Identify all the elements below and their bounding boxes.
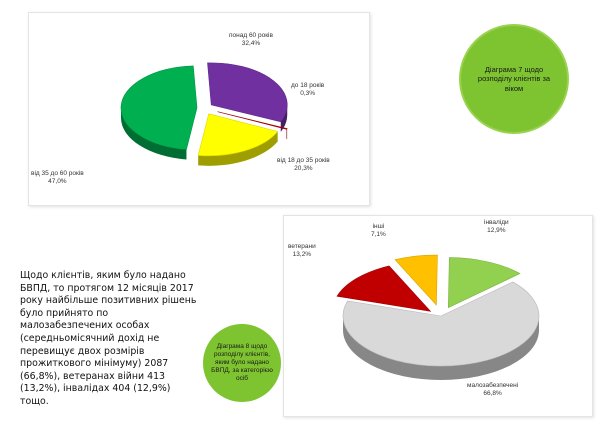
slice-label-18-35: від 18 до 35 років 20,3% bbox=[277, 157, 330, 173]
category-distribution-chart: інваліди 12,9% малозабезпечені 66,8% вет… bbox=[283, 215, 593, 417]
chart7-caption-bubble: Діаграма 7 щодо розподілу клієнтів за ві… bbox=[459, 24, 569, 134]
slice-label-under-18: до 18 років 0,3% bbox=[291, 82, 324, 98]
chart8-caption-text: Діаграма 8 щодо розподілу клієнтів, яким… bbox=[203, 343, 281, 383]
slice-label-others: інші 7,1% bbox=[371, 223, 386, 239]
chart8-caption-bubble: Діаграма 8 щодо розподілу клієнтів, яким… bbox=[203, 324, 281, 402]
slice-label-veterans: ветерани 13,2% bbox=[288, 243, 316, 259]
chart7-caption-text: Діаграма 7 щодо розподілу клієнтів за ві… bbox=[461, 65, 567, 94]
slice-label-over-60: понад 60 років 32,4% bbox=[229, 32, 273, 48]
slice-label-disabled: інваліди 12,9% bbox=[484, 219, 509, 235]
slice-label-low-income: малозабезпечені 66,8% bbox=[467, 382, 518, 398]
category-pie-svg bbox=[284, 216, 592, 416]
slice-side-до-18-років bbox=[287, 129, 288, 140]
slice-label-35-60: від 35 до 60 років 47,0% bbox=[31, 170, 84, 186]
age-distribution-chart: понад 60 років 32,4% до 18 років 0,3% ві… bbox=[28, 12, 370, 206]
slice-понад-60-років bbox=[208, 63, 288, 122]
clients-summary-text: Щодо клієнтів, яким було надано БВПД, то… bbox=[20, 270, 202, 409]
